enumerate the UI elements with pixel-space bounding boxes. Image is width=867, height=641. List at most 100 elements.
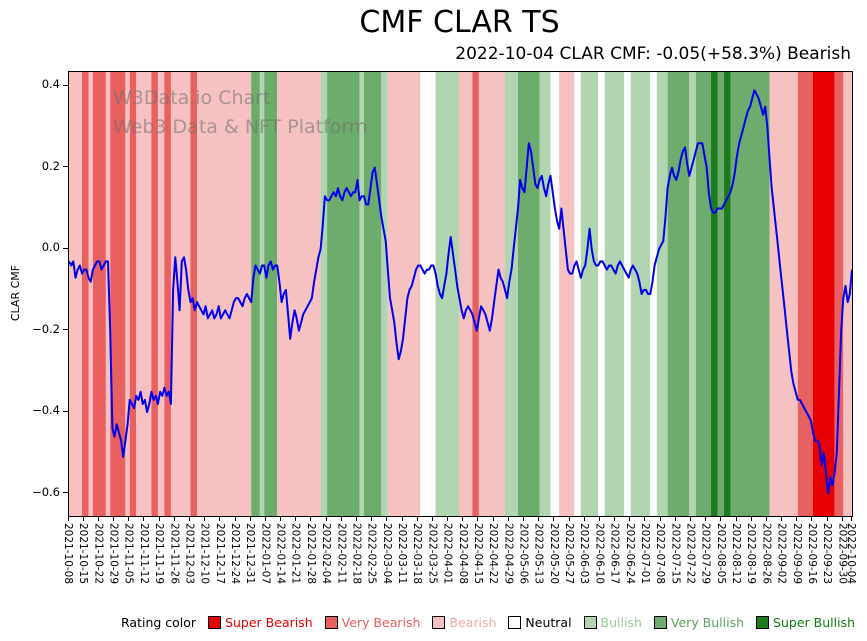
- x-tick-mark: [97, 516, 99, 521]
- legend-item-super_bullish: Super Bullish: [756, 615, 855, 630]
- x-tick-label: 2021-11-26: [168, 523, 181, 585]
- x-tick-label: 2022-04-22: [487, 523, 500, 585]
- x-tick-label: 2022-04-29: [502, 523, 515, 585]
- x-tick-mark: [659, 516, 661, 521]
- rating-band-very_bearish: [110, 72, 126, 516]
- x-tick-label: 2022-08-12: [730, 523, 743, 585]
- x-tick-mark: [462, 516, 464, 521]
- x-tick-mark: [629, 516, 631, 521]
- x-tick-label: 2022-01-21: [289, 523, 302, 585]
- x-tick-mark: [355, 516, 357, 521]
- legend-item-label: Bearish: [449, 615, 497, 630]
- x-tick-label: 2022-06-17: [608, 523, 621, 585]
- x-tick-label: 2022-07-01: [638, 523, 651, 585]
- rating-band-very_bearish: [82, 72, 89, 516]
- y-tick-label: −0.2: [32, 321, 60, 336]
- x-tick-label: 2022-09-16: [805, 523, 818, 585]
- x-tick-label: 2022-01-28: [304, 523, 317, 585]
- x-tick-label: 2021-10-08: [62, 523, 74, 585]
- chart-subtitle: 2022-10-04 CLAR CMF: -0.05(+58.3%) Beari…: [455, 44, 851, 64]
- x-tick-mark: [447, 516, 449, 521]
- rating-band-very_bullish: [517, 72, 540, 516]
- x-tick-mark: [325, 516, 327, 521]
- x-tick-mark: [431, 516, 433, 521]
- x-tick-label: 2022-05-13: [532, 523, 545, 585]
- x-tick-mark: [826, 516, 828, 521]
- rating-band-bearish: [843, 72, 852, 516]
- x-tick-label: 2022-03-25: [426, 523, 439, 585]
- legend-item-bullish: Bullish: [583, 615, 642, 630]
- y-tick-mark: [63, 410, 68, 412]
- legend-item-label: Very Bearish: [341, 615, 421, 630]
- x-tick-label: 2021-10-29: [107, 523, 120, 585]
- x-tick-label: 2022-08-05: [714, 523, 727, 585]
- rating-band-bearish: [559, 72, 575, 516]
- x-tick-label: 2022-09-30: [836, 523, 849, 585]
- x-tick-label: 2022-08-26: [760, 523, 773, 585]
- rating-band-bullish: [689, 72, 696, 516]
- x-tick-label: 2021-12-03: [183, 523, 196, 585]
- rating-band-very_bearish: [164, 72, 171, 516]
- x-tick-mark: [689, 516, 691, 521]
- x-tick-label: 2022-07-22: [684, 523, 697, 585]
- rating-band-super_bullish: [724, 72, 731, 516]
- x-tick-label: 2022-03-11: [396, 523, 409, 585]
- rating-band-neutral: [420, 72, 436, 516]
- x-tick-mark: [765, 516, 767, 521]
- y-tick-label: 0.0: [41, 240, 60, 255]
- x-tick-label: 2022-03-04: [380, 523, 393, 585]
- x-tick-label: 2022-06-10: [593, 523, 606, 585]
- x-tick-label: 2021-12-31: [244, 523, 257, 585]
- x-tick-label: 2021-11-19: [153, 523, 166, 585]
- x-tick-mark: [477, 516, 479, 521]
- x-tick-label: 2022-04-01: [441, 523, 454, 585]
- rating-band-very_bullish: [264, 72, 278, 516]
- rating-band-very_bullish: [717, 72, 725, 516]
- x-tick-mark: [219, 516, 221, 521]
- x-tick-mark: [538, 516, 540, 521]
- rating-band-bearish: [196, 72, 252, 516]
- rating-band-very_bearish: [834, 72, 844, 516]
- legend-item-very_bearish: Very Bearish: [324, 615, 421, 630]
- x-tick-mark: [340, 516, 342, 521]
- x-tick-mark: [67, 516, 69, 521]
- x-tick-mark: [371, 516, 373, 521]
- x-tick-mark: [583, 516, 585, 521]
- x-tick-mark: [750, 516, 752, 521]
- x-tick-mark: [264, 516, 266, 521]
- rating-band-bullish: [630, 72, 651, 516]
- rating-band-very_bearish: [129, 72, 137, 516]
- rating-band-very_bullish: [251, 72, 260, 516]
- y-axis-label: CLAR CMF: [9, 264, 22, 322]
- x-tick-label: 2021-12-24: [229, 523, 241, 585]
- x-tick-mark: [249, 516, 251, 521]
- x-tick-label: 2022-08-19: [745, 523, 758, 585]
- rating-band-very_bullish: [327, 72, 360, 516]
- x-tick-label: 2022-01-07: [259, 523, 272, 585]
- legend-item-label: Super Bearish: [225, 615, 313, 630]
- legend-item-neutral: Neutral: [508, 615, 572, 630]
- legend-title: Rating color: [121, 615, 197, 630]
- y-tick-mark: [63, 84, 68, 86]
- y-tick-label: 0.4: [41, 77, 60, 92]
- legend-item-label: Super Bullish: [773, 615, 855, 630]
- rating-band-bullish: [580, 72, 599, 516]
- cmf-chart-svg: [69, 72, 852, 516]
- x-tick-mark: [720, 516, 722, 521]
- rating-band-bullish: [259, 72, 265, 516]
- legend-swatch-very_bullish: [653, 616, 667, 629]
- x-tick-label: 2022-07-08: [654, 523, 667, 585]
- x-tick-mark: [674, 516, 676, 521]
- rating-legend: Rating color Super Bearish Very Bearish Be…: [121, 615, 855, 630]
- legend-item-bearish: Bearish: [432, 615, 496, 630]
- rating-band-bullish: [656, 72, 668, 516]
- x-tick-mark: [811, 516, 813, 521]
- legend-item-label: Bullish: [600, 615, 642, 630]
- rating-band-super_bullish: [711, 72, 718, 516]
- rating-band-bearish: [125, 72, 130, 516]
- x-tick-mark: [295, 516, 297, 521]
- x-tick-label: 2022-07-15: [669, 523, 682, 585]
- x-tick-label: 2022-09-02: [775, 523, 788, 585]
- x-tick-label: 2022-04-08: [456, 523, 469, 585]
- x-tick-label: 2022-04-15: [471, 523, 484, 585]
